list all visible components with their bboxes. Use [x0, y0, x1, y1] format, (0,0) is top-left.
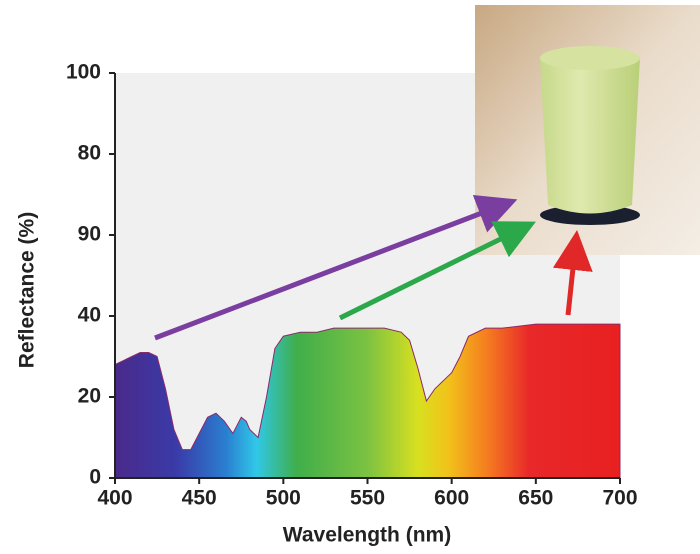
x-tick-label: 650 [518, 487, 553, 510]
x-tick-label: 700 [602, 487, 637, 510]
y-axis-title: Reflectance (%) [16, 212, 39, 368]
x-tick-label: 500 [266, 487, 301, 510]
y-tick-label: 40 [78, 304, 101, 327]
x-tick-label: 600 [434, 487, 469, 510]
x-tick-label: 550 [350, 487, 385, 510]
x-tick-label: 400 [97, 487, 132, 510]
y-tick-label: 0 [89, 466, 101, 489]
spectrum-area [114, 323, 621, 479]
arrow [338, 221, 536, 321]
arrow [154, 195, 518, 341]
y-tick-label: 100 [66, 61, 101, 84]
x-axis-title: Wavelength (nm) [283, 524, 451, 547]
y-tick-label: 90 [78, 223, 101, 246]
cup-photo [475, 5, 700, 255]
y-tick-label: 80 [78, 142, 101, 165]
plot [114, 323, 621, 479]
arrow [552, 230, 593, 316]
y-tick-label: 20 [78, 385, 101, 408]
x-tick-label: 450 [182, 487, 217, 510]
